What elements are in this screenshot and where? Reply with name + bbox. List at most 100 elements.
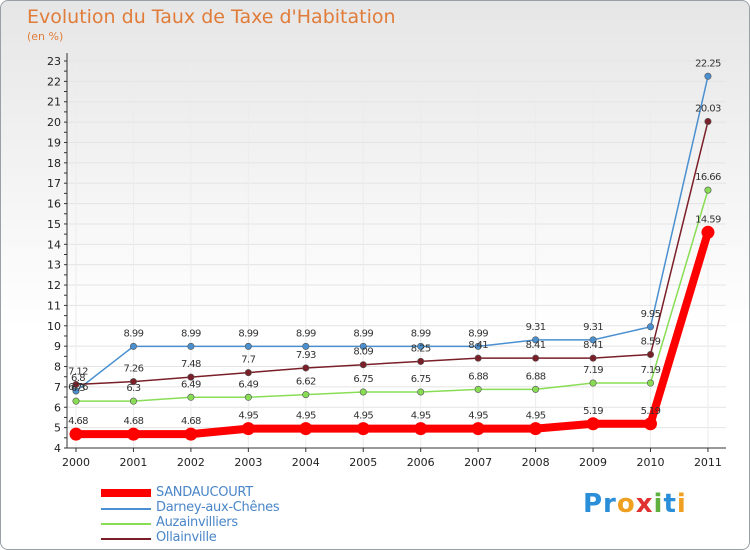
data-point [704, 117, 712, 125]
data-label: 7.7 [241, 355, 255, 366]
data-label: 8.99 [468, 328, 488, 339]
y-tick-label: 5 [54, 422, 61, 435]
data-point [187, 373, 195, 381]
data-label: 8.25 [411, 343, 431, 354]
proxiti-logo: Proxiti [583, 489, 687, 519]
data-point [589, 379, 597, 387]
legend-label: Ollainville [156, 530, 217, 545]
data-label: 16.66 [695, 172, 721, 183]
data-label: 22.25 [695, 58, 721, 69]
data-label: 7.19 [641, 365, 661, 376]
x-tick-label: 2009 [579, 456, 607, 469]
data-label: 6.88 [526, 371, 546, 382]
y-tick-label: 22 [47, 75, 61, 88]
data-point [302, 342, 310, 350]
data-point [474, 385, 482, 393]
y-tick-label: 23 [47, 55, 61, 68]
legend-label: Auzainvilliers [156, 515, 238, 530]
data-point [701, 225, 715, 239]
y-tick-label: 16 [47, 198, 61, 211]
data-point [474, 342, 482, 350]
y-tick-label: 7 [54, 381, 61, 394]
x-tick-label: 2004 [292, 456, 320, 469]
data-point [532, 354, 540, 362]
data-label: 7.26 [124, 364, 144, 375]
data-point [414, 422, 428, 436]
y-tick-label: 4 [54, 442, 61, 455]
series-line-sandaucourt [76, 231, 712, 439]
data-point [589, 336, 597, 344]
data-point [299, 422, 313, 436]
data-label: 4.95 [238, 411, 258, 422]
legend-label: Darney-aux-Chênes [156, 500, 280, 515]
data-label: 4.68 [124, 416, 144, 427]
data-point [302, 391, 310, 399]
axes: 4 5 6 7 8 9 10 11 12 13 14 15 16 17 18 19 20 21 22 23 2000 20… [47, 53, 726, 469]
data-point [184, 427, 198, 441]
data-point [704, 72, 712, 80]
data-labels: 4.68 4.68 4.68 4.95 4.95 4.95 4.95 4.95 4.95 5.19… [68, 58, 722, 427]
chart-title: Evolution du Taux de Taxe d'Habitation [27, 6, 396, 28]
x-tick-label: 2005 [349, 456, 377, 469]
y-tick-label: 8 [54, 361, 61, 374]
data-point [532, 385, 540, 393]
data-point [646, 351, 654, 359]
data-point [474, 354, 482, 362]
data-label: 4.95 [296, 411, 316, 422]
y-tick-label: 21 [47, 96, 61, 109]
data-label: 9.31 [526, 322, 546, 333]
data-label: 6.49 [181, 379, 201, 390]
legend-swatch [101, 489, 151, 497]
data-point [646, 379, 654, 387]
data-point [241, 422, 255, 436]
legend-item-ollainville: Ollainville [101, 530, 401, 546]
data-label: 7.12 [68, 366, 88, 377]
x-tick-label: 2007 [464, 456, 492, 469]
y-tick-label: 19 [47, 136, 61, 149]
data-label: 5.19 [641, 406, 661, 417]
data-point [69, 427, 83, 441]
data-label: 4.95 [411, 411, 431, 422]
data-label: 6.8 [71, 373, 85, 384]
data-point [72, 397, 80, 405]
legend-swatch [101, 523, 151, 525]
data-label: 20.03 [695, 103, 721, 114]
data-label: 7.48 [181, 359, 201, 370]
data-label: 8.41 [526, 340, 546, 351]
data-label: 5.19 [583, 406, 603, 417]
data-point [471, 422, 485, 436]
data-point [417, 357, 425, 365]
data-label: 9.95 [641, 309, 661, 320]
legend-label: SANDAUCOURT [156, 485, 253, 500]
data-label: 6.76 [68, 382, 88, 393]
y-tick-label: 18 [47, 157, 61, 170]
data-point [126, 427, 140, 441]
data-label: 8.09 [353, 347, 373, 358]
data-point [359, 342, 367, 350]
legend-swatch [101, 508, 151, 510]
legend: SANDAUCOURT Darney-aux-Chênes Auzainvill… [101, 485, 401, 546]
data-label: 9.31 [583, 322, 603, 333]
data-label: 8.59 [641, 337, 661, 348]
data-label: 8.41 [583, 340, 603, 351]
data-label: 8.99 [296, 328, 316, 339]
y-tick-label: 6 [54, 401, 61, 414]
data-point [244, 342, 252, 350]
data-point [529, 422, 543, 436]
y-tick-label: 10 [47, 320, 61, 333]
data-point [646, 323, 654, 331]
data-label: 6.75 [411, 374, 431, 385]
data-point [532, 336, 540, 344]
data-point [359, 361, 367, 369]
data-label: 8.99 [238, 328, 258, 339]
y-tick-label: 13 [47, 259, 61, 272]
y-tick-label: 14 [47, 238, 61, 251]
series-line-auzainvilliers [76, 189, 709, 402]
series [69, 72, 715, 441]
data-label: 8.99 [124, 328, 144, 339]
data-point [187, 393, 195, 401]
data-label: 8.41 [468, 340, 488, 351]
x-tick-label: 2001 [119, 456, 147, 469]
